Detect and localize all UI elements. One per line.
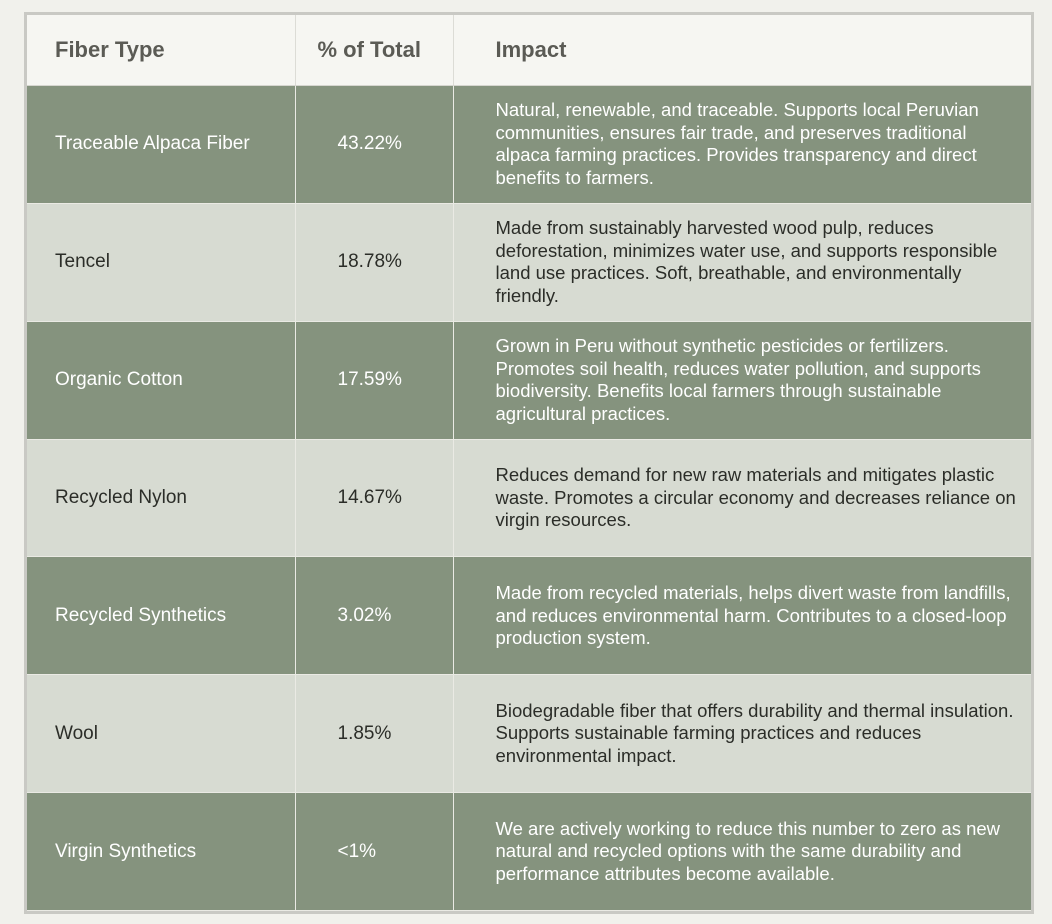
percent-cell: <1% [295,792,454,911]
impact-cell: We are actively working to reduce this n… [453,792,1031,911]
percent-cell: 17.59% [295,321,454,440]
table-row: Traceable Alpaca Fiber 43.22% Natural, r… [27,85,1031,204]
impact-cell: Biodegradable fiber that offers durabili… [453,674,1031,794]
table-row: Recycled Synthetics 3.02% Made from recy… [27,556,1031,676]
table-row: Organic Cotton 17.59% Grown in Peru with… [27,321,1031,440]
fiber-type-cell: Recycled Synthetics [27,556,296,676]
header-percent-total: % of Total [295,15,454,86]
fiber-type-cell: Tencel [27,203,296,322]
table-row: Virgin Synthetics <1% We are actively wo… [27,792,1031,911]
percent-cell: 3.02% [295,556,454,676]
impact-cell: Natural, renewable, and traceable. Suppo… [453,85,1031,204]
header-impact: Impact [453,15,1031,86]
fiber-type-cell: Organic Cotton [27,321,296,440]
header-fiber-type: Fiber Type [27,15,296,86]
percent-cell: 1.85% [295,674,454,794]
table-row: Wool 1.85% Biodegradable fiber that offe… [27,674,1031,794]
percent-cell: 18.78% [295,203,454,322]
impact-cell: Made from recycled materials, helps dive… [453,556,1031,676]
percent-cell: 14.67% [295,439,454,558]
fiber-composition-table: Fiber Type % of Total Impact Traceable A… [27,15,1031,911]
fiber-type-cell: Wool [27,674,296,794]
table-row: Tencel 18.78% Made from sustainably harv… [27,203,1031,322]
table-row: Recycled Nylon 14.67% Reduces demand for… [27,439,1031,558]
fiber-table-frame: Fiber Type % of Total Impact Traceable A… [24,12,1034,914]
fiber-type-cell: Recycled Nylon [27,439,296,558]
percent-cell: 43.22% [295,85,454,204]
table-header-row: Fiber Type % of Total Impact [27,15,1031,86]
impact-cell: Reduces demand for new raw materials and… [453,439,1031,558]
impact-cell: Made from sustainably harvested wood pul… [453,203,1031,322]
fiber-type-cell: Traceable Alpaca Fiber [27,85,296,204]
impact-cell: Grown in Peru without synthetic pesticid… [453,321,1031,440]
fiber-type-cell: Virgin Synthetics [27,792,296,911]
